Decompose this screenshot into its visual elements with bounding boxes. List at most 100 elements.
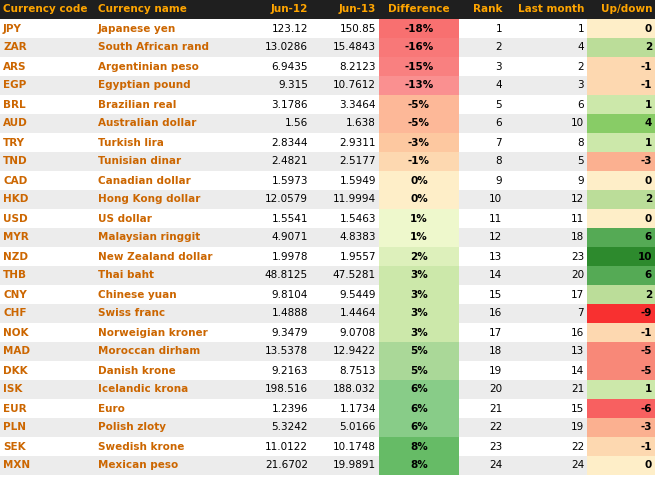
Text: -1: -1 xyxy=(641,81,652,91)
FancyBboxPatch shape xyxy=(505,361,587,380)
Text: Egyptian pound: Egyptian pound xyxy=(98,81,191,91)
Text: Polish zloty: Polish zloty xyxy=(98,422,166,432)
FancyBboxPatch shape xyxy=(505,95,587,114)
Text: AUD: AUD xyxy=(3,119,28,128)
FancyBboxPatch shape xyxy=(0,133,95,152)
FancyBboxPatch shape xyxy=(311,95,379,114)
FancyBboxPatch shape xyxy=(95,304,243,323)
FancyBboxPatch shape xyxy=(95,114,243,133)
Text: 21: 21 xyxy=(571,384,584,394)
Text: -1: -1 xyxy=(641,328,652,338)
FancyBboxPatch shape xyxy=(243,133,311,152)
FancyBboxPatch shape xyxy=(379,342,459,361)
FancyBboxPatch shape xyxy=(379,38,459,57)
Text: 17: 17 xyxy=(489,328,502,338)
FancyBboxPatch shape xyxy=(0,0,95,19)
Text: 1: 1 xyxy=(645,137,652,147)
Text: Brazilian real: Brazilian real xyxy=(98,100,176,110)
Text: 123.12: 123.12 xyxy=(271,24,308,34)
Text: 1.4464: 1.4464 xyxy=(340,309,376,319)
FancyBboxPatch shape xyxy=(311,266,379,285)
Text: DKK: DKK xyxy=(3,366,28,376)
Text: MYR: MYR xyxy=(3,232,29,242)
FancyBboxPatch shape xyxy=(243,171,311,190)
Text: 1: 1 xyxy=(495,24,502,34)
Text: Argentinian peso: Argentinian peso xyxy=(98,62,199,72)
FancyBboxPatch shape xyxy=(587,114,655,133)
Text: 9: 9 xyxy=(495,175,502,185)
Text: 47.5281: 47.5281 xyxy=(333,271,376,281)
FancyBboxPatch shape xyxy=(95,19,243,38)
Text: -5%: -5% xyxy=(408,119,430,128)
FancyBboxPatch shape xyxy=(243,95,311,114)
FancyBboxPatch shape xyxy=(505,114,587,133)
FancyBboxPatch shape xyxy=(459,95,505,114)
Text: 9.0708: 9.0708 xyxy=(340,328,376,338)
FancyBboxPatch shape xyxy=(95,380,243,399)
Text: 9.2163: 9.2163 xyxy=(271,366,308,376)
FancyBboxPatch shape xyxy=(243,57,311,76)
FancyBboxPatch shape xyxy=(587,19,655,38)
Text: Mexican peso: Mexican peso xyxy=(98,460,178,470)
FancyBboxPatch shape xyxy=(459,152,505,171)
Text: 1.5949: 1.5949 xyxy=(340,175,376,185)
Text: 1.9978: 1.9978 xyxy=(271,252,308,262)
Text: Swiss franc: Swiss franc xyxy=(98,309,165,319)
Text: 5: 5 xyxy=(578,156,584,166)
FancyBboxPatch shape xyxy=(459,285,505,304)
FancyBboxPatch shape xyxy=(311,323,379,342)
FancyBboxPatch shape xyxy=(505,456,587,475)
Text: 9.8104: 9.8104 xyxy=(271,290,308,300)
FancyBboxPatch shape xyxy=(0,380,95,399)
Text: ZAR: ZAR xyxy=(3,43,27,53)
FancyBboxPatch shape xyxy=(459,228,505,247)
Text: Jun-13: Jun-13 xyxy=(338,5,376,15)
FancyBboxPatch shape xyxy=(0,171,95,190)
FancyBboxPatch shape xyxy=(95,171,243,190)
FancyBboxPatch shape xyxy=(311,437,379,456)
FancyBboxPatch shape xyxy=(459,133,505,152)
FancyBboxPatch shape xyxy=(379,285,459,304)
FancyBboxPatch shape xyxy=(95,323,243,342)
Text: 1%: 1% xyxy=(410,232,428,242)
Text: 6%: 6% xyxy=(410,384,428,394)
FancyBboxPatch shape xyxy=(505,152,587,171)
Text: 22: 22 xyxy=(489,422,502,432)
FancyBboxPatch shape xyxy=(311,38,379,57)
FancyBboxPatch shape xyxy=(505,418,587,437)
FancyBboxPatch shape xyxy=(311,209,379,228)
FancyBboxPatch shape xyxy=(505,57,587,76)
FancyBboxPatch shape xyxy=(587,285,655,304)
FancyBboxPatch shape xyxy=(243,285,311,304)
Text: 6.9435: 6.9435 xyxy=(271,62,308,72)
Text: 20: 20 xyxy=(489,384,502,394)
Text: 7: 7 xyxy=(578,309,584,319)
FancyBboxPatch shape xyxy=(587,0,655,19)
Text: 0%: 0% xyxy=(410,194,428,204)
Text: 16: 16 xyxy=(571,328,584,338)
Text: 1.9557: 1.9557 xyxy=(340,252,376,262)
Text: HKD: HKD xyxy=(3,194,28,204)
FancyBboxPatch shape xyxy=(379,323,459,342)
Text: 5.0166: 5.0166 xyxy=(340,422,376,432)
Text: 21.6702: 21.6702 xyxy=(265,460,308,470)
FancyBboxPatch shape xyxy=(505,19,587,38)
FancyBboxPatch shape xyxy=(459,304,505,323)
FancyBboxPatch shape xyxy=(587,304,655,323)
Text: Danish krone: Danish krone xyxy=(98,366,176,376)
FancyBboxPatch shape xyxy=(95,342,243,361)
Text: 1%: 1% xyxy=(410,213,428,223)
Text: 1.4888: 1.4888 xyxy=(271,309,308,319)
FancyBboxPatch shape xyxy=(95,456,243,475)
Text: PLN: PLN xyxy=(3,422,26,432)
FancyBboxPatch shape xyxy=(0,399,95,418)
Text: JPY: JPY xyxy=(3,24,22,34)
FancyBboxPatch shape xyxy=(311,171,379,190)
FancyBboxPatch shape xyxy=(459,209,505,228)
FancyBboxPatch shape xyxy=(243,418,311,437)
Text: 0%: 0% xyxy=(410,175,428,185)
Text: 1.1734: 1.1734 xyxy=(340,403,376,413)
Text: 12.0579: 12.0579 xyxy=(265,194,308,204)
FancyBboxPatch shape xyxy=(311,57,379,76)
Text: 3.3464: 3.3464 xyxy=(340,100,376,110)
